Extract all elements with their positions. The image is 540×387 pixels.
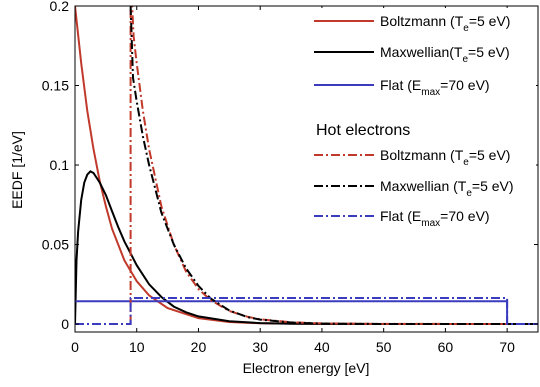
legend: Boltzmann (Te=5 eV) Maxwellian(Te=5 eV) Fl… <box>303 8 536 229</box>
legend-label: Boltzmann (Te=5 eV) <box>380 13 510 34</box>
legend-label: Maxwellian (Te=5 eV) <box>380 178 514 199</box>
series-line-hot-3 <box>129 6 538 325</box>
legend-entry-hot-5: Flat (Emax=70 eV) <box>314 208 490 229</box>
legend-label: Boltzmann (Te=5 eV) <box>380 147 510 168</box>
x-axis: 0 10 20 30 40 50 60 70 <box>71 6 515 355</box>
series-line-hot-4 <box>129 6 538 325</box>
x-tick-label: 50 <box>376 339 392 355</box>
legend-entry-main-1: Maxwellian(Te=5 eV) <box>314 44 510 65</box>
x-tick-label: 70 <box>499 339 515 355</box>
x-tick-label: 40 <box>314 339 330 355</box>
legend-label: Flat (Emax=70 eV) <box>380 77 490 98</box>
legend-entry-hot-4: Maxwellian (Te=5 eV) <box>314 178 514 199</box>
x-tick-label: 60 <box>438 339 454 355</box>
x-tick-label: 30 <box>252 339 268 355</box>
x-tick-label: 10 <box>129 339 145 355</box>
x-tick-label: 0 <box>71 339 79 355</box>
legend-entry-main-0: Boltzmann (Te=5 eV) <box>314 13 510 34</box>
legend-label: Flat (Emax=70 eV) <box>380 208 490 229</box>
legend-label: Maxwellian(Te=5 eV) <box>380 44 510 65</box>
y-axis-label: EEDF [1/eV] <box>9 131 25 209</box>
legend-heading-hot-electrons: Hot electrons <box>316 122 410 139</box>
legend-entry-main-2: Flat (Emax=70 eV) <box>314 77 490 98</box>
y-axis: 0 0.05 0.1 0.15 0.2 <box>42 0 538 332</box>
plot-series-layer <box>75 6 538 325</box>
y-tick-label: 0.05 <box>42 237 69 253</box>
series-line-hot-5 <box>75 297 538 325</box>
y-tick-label: 0.15 <box>42 78 69 94</box>
legend-background <box>303 8 536 226</box>
series-line-main-1 <box>75 170 538 325</box>
x-tick-label: 20 <box>191 339 207 355</box>
x-axis-label: Electron energy [eV] <box>243 360 370 376</box>
y-tick-label: 0.2 <box>50 0 70 14</box>
legend-entry-hot-3: Boltzmann (Te=5 eV) <box>314 147 510 168</box>
y-tick-label: 0 <box>61 316 69 332</box>
series-line-main-2 <box>75 300 538 325</box>
y-tick-label: 0.1 <box>50 157 70 173</box>
plot-frame <box>74 5 539 333</box>
